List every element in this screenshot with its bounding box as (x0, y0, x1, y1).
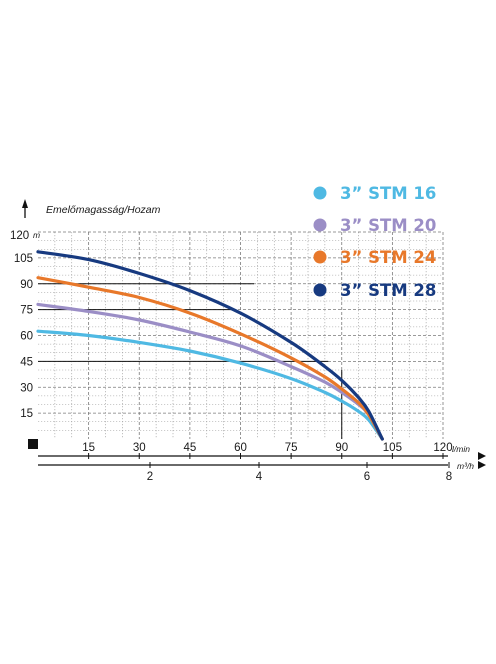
legend-dot-icon (313, 186, 327, 200)
legend: 3” STM 16 3” STM 20 3” STM 24 3” STM 28 (313, 184, 436, 300)
x-axis-arrow-icon (478, 452, 486, 460)
x-tick-label: 45 (183, 442, 196, 454)
legend-label: 3” STM 16 (340, 184, 436, 203)
legend-label: 3” STM 28 (340, 281, 436, 300)
x2-tick-label: 6 (364, 471, 370, 483)
y-axis-arrow-icon (22, 199, 28, 208)
series-line-4 (36, 250, 384, 441)
series-line-1 (36, 329, 384, 441)
legend-dot-icon (313, 250, 327, 264)
legend-label: 3” STM 20 (340, 216, 436, 235)
y-tick-label: 60 (20, 331, 33, 343)
legend-label: 3” STM 24 (340, 248, 436, 267)
y-unit-label: m (33, 230, 40, 240)
x-unit-label: l/min (452, 444, 470, 454)
x2-tick-label: 4 (256, 471, 263, 483)
x-tick-label: 30 (133, 442, 146, 454)
x-tick-label: 60 (234, 442, 247, 454)
y-tick-label: 45 (20, 356, 33, 368)
series-line-3 (36, 276, 384, 441)
x2-tick-label: 2 (147, 471, 153, 483)
legend-dot-icon (313, 218, 327, 232)
x-tick-label: 90 (335, 442, 348, 454)
x2-unit-label: m³/h (457, 461, 474, 471)
y-axis-title: Emelőmagasság/Hozam (46, 204, 161, 216)
y-tick-label: 15 (20, 408, 33, 420)
legend-dot-icon (313, 283, 327, 297)
y-tick-label: 30 (20, 382, 33, 394)
x-tick-label: 15 (82, 442, 95, 454)
origin-square-icon (28, 439, 38, 449)
y-tick-label: 120 (10, 230, 29, 242)
y-tick-label: 75 (20, 305, 33, 317)
axes: Emelőmagasság/Hozam 120 m 105 90 75 60 45 30 15 15… (10, 199, 486, 483)
y-tick-label: 90 (20, 279, 33, 291)
x2-tick-label: 8 (446, 471, 452, 483)
x-tick-label: 120 (433, 442, 452, 454)
y-tick-label: 105 (14, 253, 33, 265)
x-tick-label: 75 (285, 442, 298, 454)
x-tick-label: 105 (383, 442, 402, 454)
x2-axis-arrow-icon (478, 461, 486, 469)
series-group (36, 250, 384, 441)
